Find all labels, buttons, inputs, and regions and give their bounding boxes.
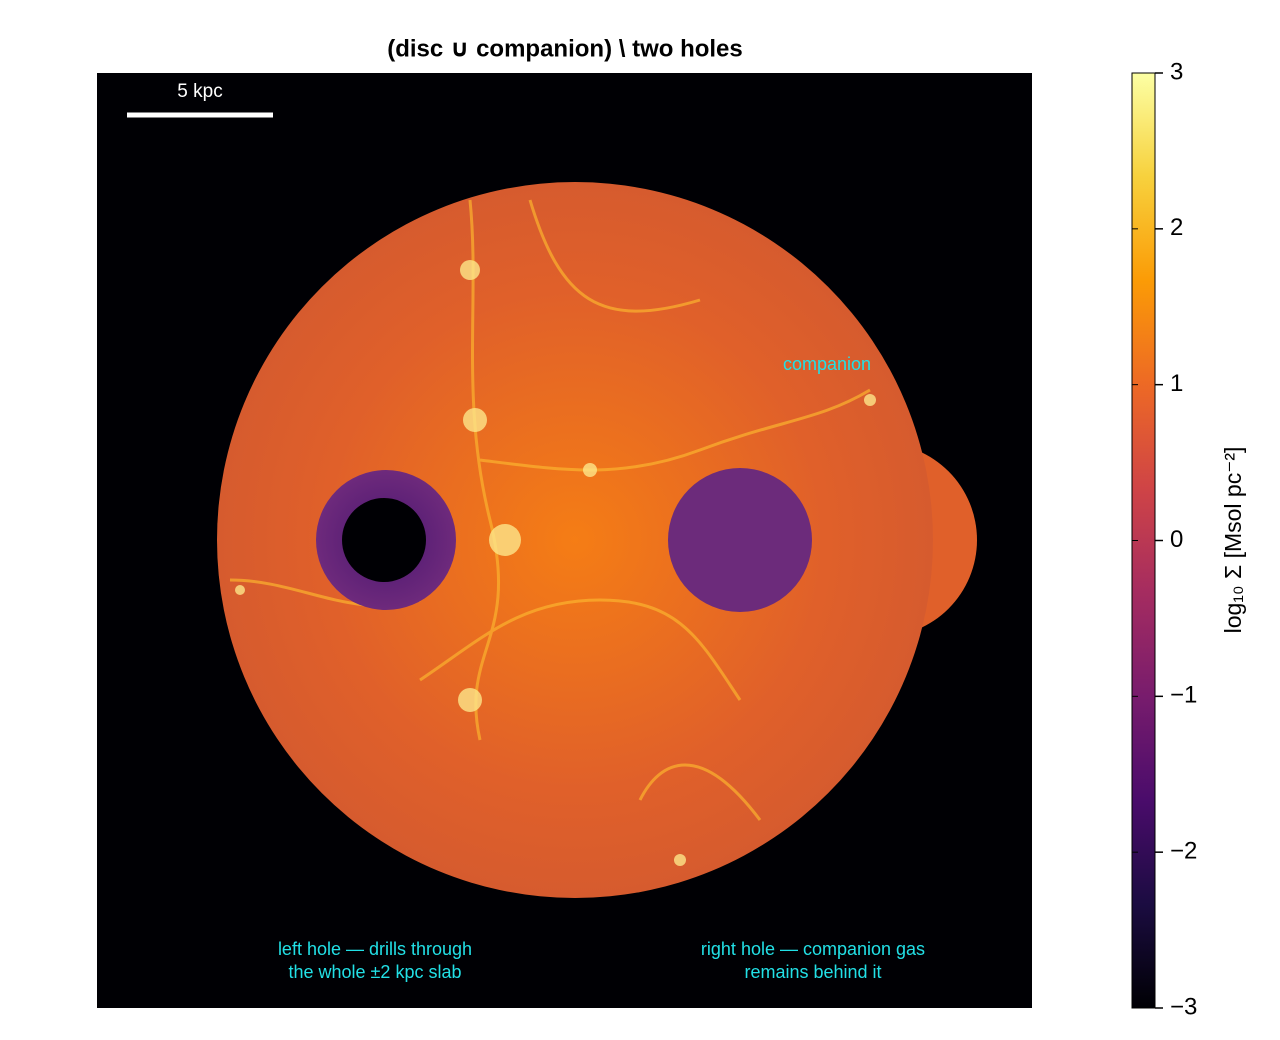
scale-bar-label: 5 kpc [177, 81, 222, 102]
annotation: remains behind it [744, 962, 881, 982]
annotation: left hole — drills through [278, 939, 472, 959]
annotation: the whole ±2 kpc slab [289, 962, 462, 982]
colorbar-tick-label: 1 [1170, 370, 1183, 397]
colorbar-tick-label: 0 [1170, 526, 1183, 553]
right-hole [668, 468, 812, 612]
colorbar-tick-label: −3 [1170, 993, 1197, 1020]
annotation: right hole — companion gas [701, 939, 925, 959]
clumps [235, 260, 876, 866]
disc [217, 182, 933, 898]
colorbar-tick-label: −2 [1170, 838, 1197, 865]
annotation: companion [783, 354, 871, 374]
colorbar-tick-label: 2 [1170, 214, 1183, 241]
colorbar-label: log₁₀ Σ [Msol pc⁻²] [1220, 447, 1246, 634]
left-hole [342, 498, 426, 582]
density-map [217, 182, 977, 898]
colorbar-tick-label: 3 [1170, 58, 1183, 85]
colorbar-tick-label: −1 [1170, 682, 1197, 709]
chart-title: (disc ∪ companion) \ two holes [387, 35, 743, 62]
